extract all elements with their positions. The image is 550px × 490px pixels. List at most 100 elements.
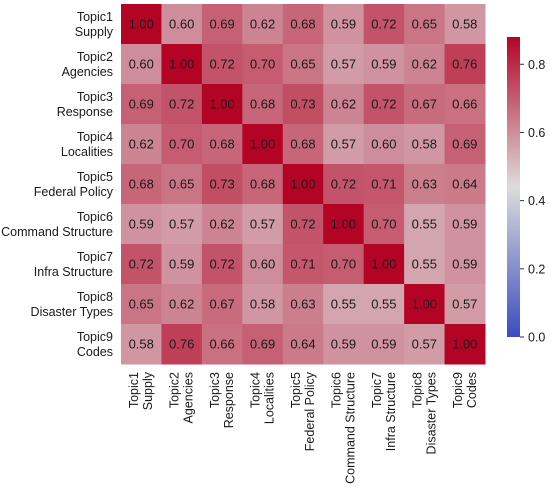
heatmap-cell (363, 324, 405, 365)
heatmap-cell (444, 204, 486, 245)
heatmap-cell (404, 84, 446, 125)
cell-value-label: 0.76 (169, 337, 194, 352)
cell-value-label: 0.68 (129, 177, 154, 192)
cell-value-label: 0.59 (129, 217, 154, 232)
cell-value-label: 1.00 (250, 137, 275, 152)
heatmap-cell (161, 4, 203, 45)
cell-value-label: 0.65 (412, 17, 437, 32)
heatmap-cell (404, 124, 446, 165)
y-tick-label: Topic4 Localities (61, 130, 113, 159)
heatmap-cell (404, 284, 446, 325)
cell-value-label: 0.67 (412, 97, 437, 112)
y-tick-label: Topic2 Agencies (62, 50, 113, 79)
cell-value-label: 0.68 (290, 17, 315, 32)
y-tick-label: Topic3 Response (57, 90, 113, 119)
heatmap-cell (201, 44, 243, 85)
heatmap-cell (323, 4, 365, 45)
x-tick-label: Topic8Disaster Types (410, 372, 438, 454)
heatmap-cell (282, 324, 324, 365)
heatmap-cell (282, 4, 324, 45)
cell-value-label: 0.62 (412, 57, 437, 72)
cell-value-label: 0.70 (371, 217, 396, 232)
cell-value-label: 0.69 (452, 137, 477, 152)
heatmap-cell (242, 84, 284, 125)
heatmap-cell (323, 204, 365, 245)
heatmap-cell (363, 4, 405, 45)
cell-value-label: 0.63 (412, 177, 437, 192)
heatmap-cell (201, 84, 243, 125)
cell-value-label: 0.72 (169, 97, 194, 112)
cell-value-label: 0.70 (250, 57, 275, 72)
cell-value-label: 1.00 (412, 297, 437, 312)
cell-value-label: 0.68 (290, 137, 315, 152)
cell-value-label: 0.69 (250, 337, 275, 352)
heatmap-cell (201, 204, 243, 245)
heatmap-cell (363, 124, 405, 165)
cell-value-label: 0.58 (412, 137, 437, 152)
cell-value-label: 0.62 (331, 97, 356, 112)
cell-value-label: 0.72 (290, 217, 315, 232)
heatmap-cell (444, 244, 486, 285)
heatmap-cell (201, 244, 243, 285)
heatmap-cell (404, 204, 446, 245)
heatmap-cell (121, 324, 162, 365)
heatmap-cell (404, 164, 446, 205)
heatmap-cell (242, 324, 284, 365)
cell-value-label: 0.57 (169, 217, 194, 232)
heatmap-cell (323, 324, 365, 365)
x-tick-label: Topic6Command Structure (329, 372, 357, 484)
heatmap-cell (282, 44, 324, 85)
heatmap-cell (121, 284, 162, 325)
cell-value-label: 0.72 (209, 257, 234, 272)
heatmap-cell (121, 44, 162, 85)
colorbar-tick-label: 0.6 (528, 126, 545, 140)
cell-value-label: 0.64 (290, 337, 315, 352)
heatmap-cell (121, 124, 162, 165)
x-tick-label: Topic9Codes (451, 372, 479, 408)
heatmap-cell (242, 204, 284, 245)
x-tick-label: Topic2Agencies (168, 372, 196, 423)
heatmap-cell (161, 44, 203, 85)
cell-value-label: 0.62 (169, 297, 194, 312)
heatmap-cell (161, 204, 203, 245)
cell-value-label: 0.58 (129, 337, 154, 352)
cell-value-label: 1.00 (331, 217, 356, 232)
heatmap-cell (444, 84, 486, 125)
cell-value-label: 0.64 (452, 177, 477, 192)
heatmap-cell (404, 44, 446, 85)
cell-value-label: 0.60 (250, 257, 275, 272)
heatmap-cell (121, 164, 162, 205)
cell-value-label: 0.62 (129, 137, 154, 152)
heatmap-cell (161, 324, 203, 365)
cell-value-label: 0.68 (250, 177, 275, 192)
cell-value-label: 0.59 (169, 257, 194, 272)
cell-value-label: 0.73 (209, 177, 234, 192)
cell-value-label: 0.59 (331, 337, 356, 352)
cell-value-label: 0.59 (371, 57, 396, 72)
heatmap-cell (444, 124, 486, 165)
cell-value-label: 0.68 (250, 97, 275, 112)
cell-value-label: 0.71 (371, 177, 396, 192)
cell-value-label: 0.62 (250, 17, 275, 32)
cell-value-label: 0.55 (412, 257, 437, 272)
y-tick-labels: Topic1 Supply Topic2 Agencies Topic3 Response… (1, 10, 114, 359)
heatmap-cell (323, 244, 365, 285)
cell-value-label: 0.68 (209, 137, 234, 152)
heatmap-cell (201, 324, 243, 365)
y-tick-label: Topic8 Disaster Types (31, 290, 113, 319)
heatmap-cell (363, 244, 405, 285)
heatmap-cell (282, 164, 324, 205)
cell-value-label: 0.72 (371, 97, 396, 112)
heatmap-cell (404, 4, 446, 45)
heatmap-cell (242, 244, 284, 285)
colorbar-gradient (507, 37, 520, 337)
heatmap-cell (242, 164, 284, 205)
heatmap-cell (363, 284, 405, 325)
heatmap-cell (323, 164, 365, 205)
cell-value-label: 0.72 (331, 177, 356, 192)
heatmap-cell (444, 164, 486, 205)
cell-value-label: 0.72 (129, 257, 154, 272)
cell-value-label: 1.00 (371, 257, 396, 272)
heatmap-cell (323, 84, 365, 125)
cell-value-label: 0.60 (129, 57, 154, 72)
